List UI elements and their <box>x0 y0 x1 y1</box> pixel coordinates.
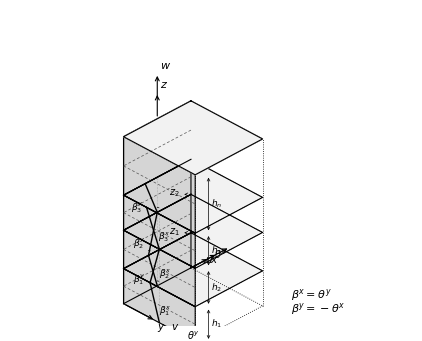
Text: w: w <box>160 61 169 71</box>
Text: $h_1$: $h_1$ <box>211 318 222 330</box>
Polygon shape <box>124 101 191 195</box>
Text: $\beta^y = -\theta^x$: $\beta^y = -\theta^x$ <box>291 301 346 317</box>
Text: $\beta_1^x$: $\beta_1^x$ <box>160 305 172 318</box>
Polygon shape <box>124 159 262 233</box>
Text: $\beta_3^y$: $\beta_3^y$ <box>131 200 143 215</box>
Polygon shape <box>124 195 195 268</box>
Text: $h_2$: $h_2$ <box>211 281 222 294</box>
Polygon shape <box>124 194 262 268</box>
Polygon shape <box>124 159 191 230</box>
Text: $\theta^y$: $\theta^y$ <box>187 330 200 341</box>
Text: $z_3$: $z_3$ <box>169 152 179 164</box>
Text: v: v <box>171 322 177 332</box>
Text: z: z <box>160 80 166 90</box>
Polygon shape <box>124 194 191 269</box>
Text: $\beta_3^x$: $\beta_3^x$ <box>158 230 170 244</box>
Polygon shape <box>124 269 195 341</box>
Text: u: u <box>205 255 212 265</box>
Polygon shape <box>124 137 195 233</box>
Text: $\beta^x = \theta^y$: $\beta^x = \theta^y$ <box>291 286 332 302</box>
Text: $h_3$: $h_3$ <box>211 244 222 257</box>
Text: $\beta_1^y$: $\beta_1^y$ <box>133 272 145 287</box>
Polygon shape <box>124 230 195 307</box>
Text: $\beta_2^y$: $\beta_2^y$ <box>133 236 145 251</box>
Text: $z_1$: $z_1$ <box>169 226 179 238</box>
Text: $h_n$: $h_n$ <box>211 198 223 210</box>
Text: $z_2$: $z_2$ <box>169 188 179 199</box>
Polygon shape <box>124 101 262 175</box>
Polygon shape <box>124 233 191 304</box>
Text: y: y <box>158 322 164 332</box>
Polygon shape <box>124 233 262 307</box>
Text: $\beta_2^x$: $\beta_2^x$ <box>160 268 172 281</box>
Text: x: x <box>210 255 216 265</box>
Polygon shape <box>124 101 262 175</box>
Text: $\theta^x$: $\theta^x$ <box>214 249 227 261</box>
